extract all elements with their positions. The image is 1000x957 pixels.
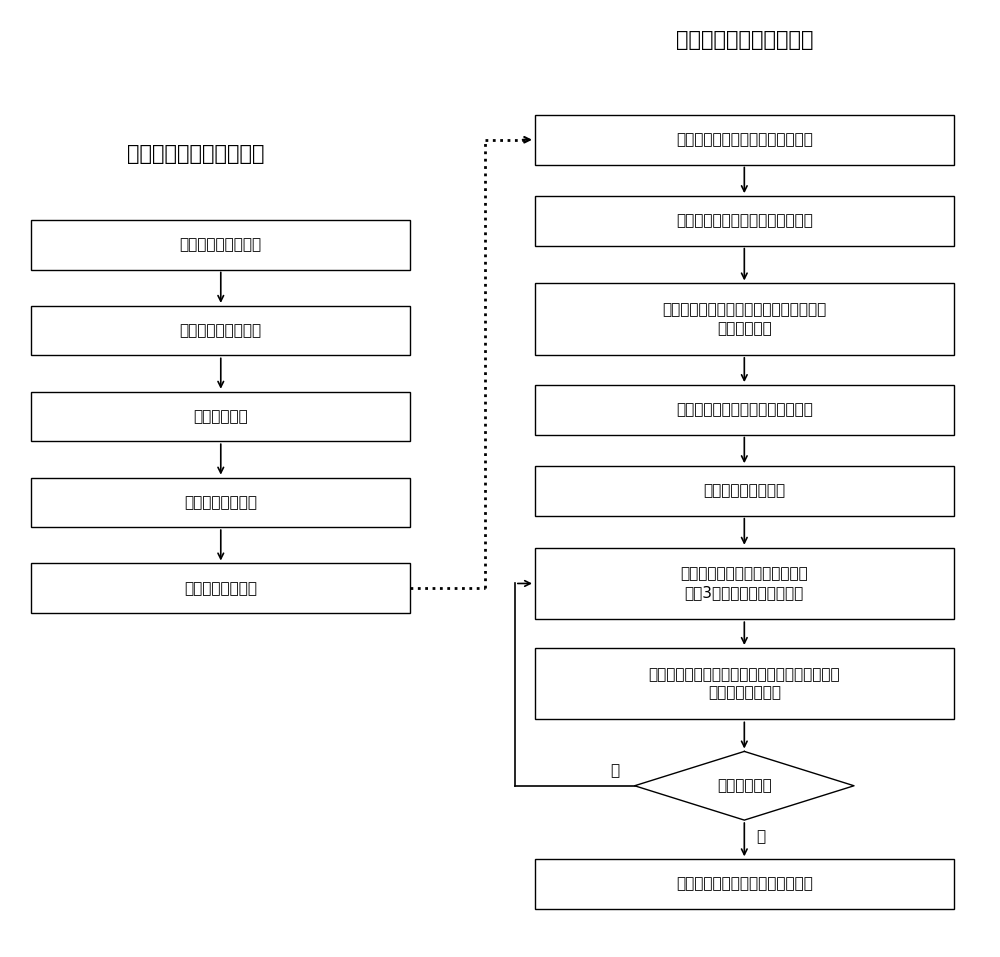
Text: 新策略生成新种群: 新策略生成新种群 [708, 685, 781, 701]
Bar [535, 547, 954, 619]
Text: 为各种群中的每一个可行套餐，: 为各种群中的每一个可行套餐， [680, 567, 808, 582]
Text: 原始参考数据: 原始参考数据 [717, 322, 772, 336]
Bar [31, 478, 410, 527]
Text: 按图3中流程图计算其适应值: 按图3中流程图计算其适应值 [685, 586, 804, 600]
Text: 计算机进行自动套餐优化: 计算机进行自动套餐优化 [676, 30, 813, 50]
Bar [535, 466, 954, 516]
Bar [535, 859, 954, 909]
Text: 根据使用者设定形成原始目标数据: 根据使用者设定形成原始目标数据 [676, 132, 813, 147]
Bar [535, 648, 954, 720]
Text: 发明使用者输入参数设置: 发明使用者输入参数设置 [127, 145, 265, 164]
Bar [535, 283, 954, 355]
Bar [31, 564, 410, 613]
Text: 初始化可行套餐种群: 初始化可行套餐种群 [703, 483, 785, 499]
Text: 设定时间长度: 设定时间长度 [193, 409, 248, 424]
Text: 根据使用者设定，随机提取参考数据形成: 根据使用者设定，随机提取参考数据形成 [662, 302, 826, 317]
Bar [535, 115, 954, 165]
Text: 设定套餐的搜索范围: 设定套餐的搜索范围 [180, 323, 262, 338]
Text: 提取特征向量，形成参考历史数据: 提取特征向量，形成参考历史数据 [676, 402, 813, 417]
Text: 是: 是 [756, 830, 765, 845]
Text: 输出进化算法得到的最佳套餐方案: 输出进化算法得到的最佳套餐方案 [676, 877, 813, 892]
Text: 提取特征向量，形成目标历史数据: 提取特征向量，形成目标历史数据 [676, 213, 813, 229]
Text: 设定进化计算参数: 设定进化计算参数 [184, 581, 257, 596]
Bar [535, 385, 954, 434]
Bar [31, 391, 410, 441]
Text: 满足结束条件: 满足结束条件 [717, 778, 772, 793]
Text: 设定参考数据大小: 设定参考数据大小 [184, 495, 257, 510]
Text: 否: 否 [611, 763, 620, 778]
Text: 选定代表性目标用户: 选定代表性目标用户 [180, 237, 262, 253]
Bar [535, 196, 954, 246]
Text: 根据可行套餐的适应值，按进化算法中的种群更: 根据可行套餐的适应值，按进化算法中的种群更 [649, 667, 840, 681]
Bar [31, 220, 410, 270]
Bar [31, 306, 410, 355]
